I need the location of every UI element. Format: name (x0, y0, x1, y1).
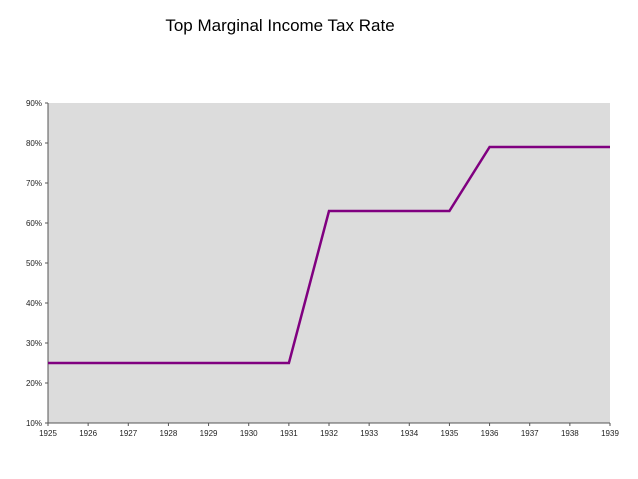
chart-title: Top Marginal Income Tax Rate (165, 16, 395, 35)
y-tick-label: 30% (26, 339, 42, 348)
x-tick-label: 1925 (39, 429, 57, 438)
plot-area (48, 103, 610, 423)
y-tick-label: 50% (26, 259, 42, 268)
x-tick-label: 1939 (601, 429, 619, 438)
x-axis: 1925 1926 1927 1928 1929 1930 1931 1932 1933 1934… (39, 422, 619, 438)
x-tick-label: 1929 (200, 429, 218, 438)
x-tick-label: 1933 (360, 429, 378, 438)
x-tick-label: 1938 (561, 429, 579, 438)
y-tick-label: 40% (26, 299, 42, 308)
y-tick-label: 80% (26, 139, 42, 148)
y-tick-label: 60% (26, 219, 42, 228)
y-tick-label: 20% (26, 379, 42, 388)
x-tick-label: 1931 (280, 429, 298, 438)
x-tick-label: 1928 (160, 429, 178, 438)
x-tick-label: 1937 (521, 429, 539, 438)
y-tick-label: 10% (26, 419, 42, 428)
x-tick-label: 1935 (441, 429, 459, 438)
y-axis: 10% 20% 30% 40% 50% 60% 70% 80% 90% (26, 99, 49, 428)
x-tick-label: 1932 (320, 429, 338, 438)
series-group (47, 145, 611, 365)
x-tick-label: 1930 (240, 429, 258, 438)
x-tick-label: 1934 (400, 429, 418, 438)
y-tick-label: 90% (26, 99, 42, 108)
y-tick-label: 70% (26, 179, 42, 188)
x-tick-label: 1927 (119, 429, 137, 438)
x-tick-label: 1926 (79, 429, 97, 438)
x-tick-label: 1936 (481, 429, 499, 438)
